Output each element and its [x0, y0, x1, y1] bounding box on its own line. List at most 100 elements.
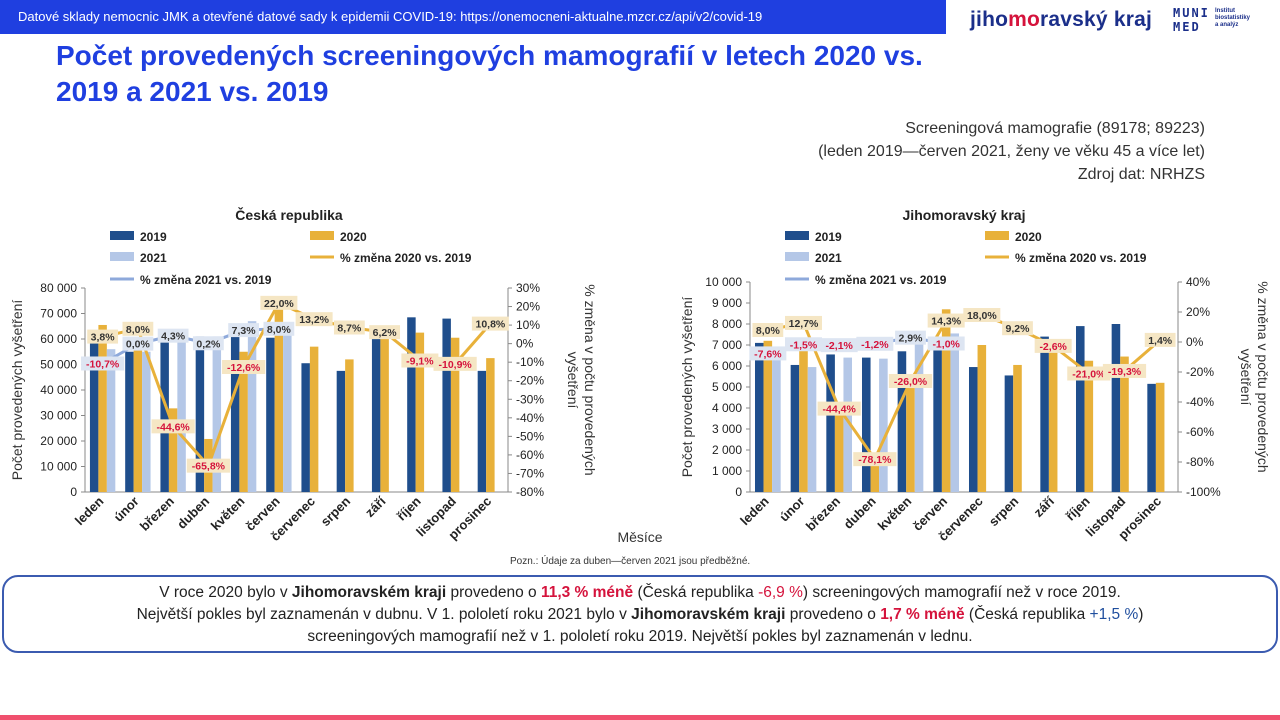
bar-2019-listopad — [1111, 324, 1121, 492]
y2-axis-title-line1: % změna v počtu provedených — [582, 284, 598, 475]
y-tick-label: 1 000 — [712, 464, 742, 478]
data-label-bg — [1067, 366, 1111, 381]
data-label: -2,6% — [1039, 341, 1067, 353]
y2-tick-label: -40% — [1186, 395, 1214, 409]
data-label-bg — [122, 336, 154, 351]
header-banner: Datové sklady nemocnic JMK a otevřené da… — [0, 0, 946, 34]
y-tick-label: 10 000 — [40, 460, 77, 474]
data-label: -9,1% — [406, 356, 434, 368]
y-tick-label: 0 — [70, 485, 77, 499]
bar-2021-březen — [843, 357, 853, 492]
x-tick-label: květen — [875, 493, 915, 533]
data-label: 8,0% — [126, 324, 151, 336]
data-label: 7,3% — [232, 325, 257, 337]
legend-label-4: % změna 2021 vs. 2019 — [815, 273, 947, 287]
y-tick-label: 6 000 — [712, 359, 742, 373]
bar-2021-březen — [177, 333, 186, 492]
bar-2019-červenec — [301, 363, 310, 492]
chart-jihomoravsky-kraj: Jihomoravský kraj 2019 2020 2021 % změna 202… — [679, 207, 1271, 544]
bar-2021-únor — [807, 367, 817, 492]
bar-2019-červenec — [968, 367, 978, 492]
bar-2019-únor — [790, 364, 800, 492]
bar-2019-září — [371, 336, 381, 492]
bar-2021-červen — [283, 324, 292, 492]
bar-2020-březen — [168, 408, 178, 492]
y-tick-label: 8 000 — [712, 317, 742, 331]
bar-2019-listopad — [442, 318, 451, 492]
bar-2021-leden — [106, 349, 116, 492]
x-tick-label: březen — [137, 493, 177, 533]
data-label-bg — [333, 320, 365, 335]
subinfo-line1: Screeningová mamografie (89178; 89223) — [905, 120, 1205, 137]
bar-2019-srpen — [336, 370, 346, 492]
data-label-bg — [1002, 321, 1033, 336]
bar-2021-únor — [142, 351, 151, 492]
y2-tick-label: -10% — [516, 355, 544, 369]
y-tick-label: 10 000 — [705, 275, 742, 289]
data-label: 2,9% — [899, 333, 924, 345]
y2-tick-label: -40% — [516, 411, 544, 425]
data-label: -65,8% — [192, 461, 226, 473]
bar-2019-březen — [826, 354, 835, 492]
y2-tick-label: 0% — [1186, 335, 1204, 349]
data-label-bg — [186, 458, 230, 473]
legend-label-1: 2020 — [340, 230, 367, 244]
data-label: 4,3% — [161, 331, 186, 343]
data-label: 9,2% — [1006, 323, 1031, 335]
bar-2020-září — [1048, 345, 1058, 492]
data-label: 8,7% — [337, 323, 362, 335]
muni-med-logo: MUNI MED Institut biostatistiky a analýz — [1173, 6, 1251, 34]
bar-2020-leden — [763, 340, 773, 492]
data-label: -21,0% — [1072, 369, 1106, 381]
subinfo-line2: (leden 2019—červen 2021, ženy ve věku 45… — [818, 143, 1205, 160]
data-label: 18,0% — [967, 310, 997, 322]
data-label-bg — [401, 353, 439, 368]
data-label-bg — [151, 419, 195, 434]
bar-2020-září — [380, 327, 389, 492]
brand-logo: jihomoravský kraj — [970, 8, 1152, 31]
data-label-bg — [122, 321, 154, 336]
y2-tick-label: -60% — [1186, 425, 1214, 439]
x-tick-label: duben — [174, 493, 212, 531]
y-tick-label: 40 000 — [40, 383, 77, 397]
bar-2019-říjen — [1075, 326, 1085, 492]
y-tick-label: 4 000 — [712, 401, 742, 415]
data-label-bg — [263, 321, 295, 336]
bar-2019-březen — [160, 340, 169, 492]
x-tick-label: květen — [208, 493, 248, 533]
x-tick-label: září — [362, 493, 389, 520]
bar-2020-květen — [239, 351, 248, 492]
data-label: -78,1% — [858, 454, 892, 466]
x-tick-label: říjen — [394, 493, 424, 523]
bar-2020-duben — [870, 462, 880, 492]
bar-2019-květen — [230, 336, 240, 492]
data-label: 8,0% — [267, 324, 292, 336]
y2-axis-title-line2: vyšetření — [565, 352, 581, 409]
data-label-bg — [260, 295, 298, 310]
y2-tick-label: -60% — [516, 448, 544, 462]
legend-label-4: % změna 2021 vs. 2019 — [140, 273, 272, 287]
y2-tick-label: -50% — [516, 429, 544, 443]
bar-2019-duben — [861, 357, 871, 492]
data-label-bg — [895, 330, 926, 345]
data-label-bg — [369, 325, 401, 340]
data-label: 0,0% — [126, 339, 151, 351]
header-banner-text: Datové sklady nemocnic JMK a otevřené da… — [18, 9, 763, 24]
data-label: 14,3% — [931, 316, 961, 328]
y2-tick-label: -80% — [1186, 455, 1214, 469]
bar-2020-únor — [133, 339, 143, 492]
bar-2021-duben — [879, 358, 888, 492]
legend-swatch-0 — [110, 231, 134, 240]
data-label-bg — [1034, 338, 1072, 353]
y-tick-label: 9 000 — [712, 296, 742, 310]
data-label: -10,9% — [438, 359, 472, 371]
bar-2019-květen — [897, 351, 907, 492]
bar-2020-červen — [274, 303, 284, 492]
y2-tick-label: -80% — [516, 485, 544, 499]
data-label: -44,4% — [823, 404, 857, 416]
bar-2021-květen — [247, 321, 257, 492]
data-label: 3,8% — [91, 332, 116, 344]
legend-label-1: 2020 — [1015, 230, 1042, 244]
bottom-accent-line — [0, 715, 1280, 720]
legend-swatch-2 — [110, 252, 134, 261]
